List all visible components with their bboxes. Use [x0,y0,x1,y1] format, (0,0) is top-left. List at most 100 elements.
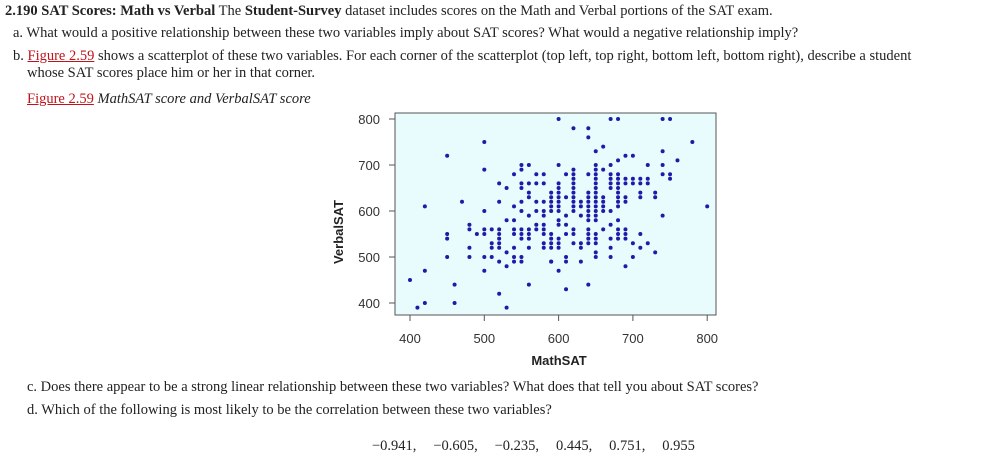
figure-caption: Figure 2.59 MathSAT score and VerbalSAT … [27,91,311,108]
data-point [564,195,569,200]
data-point [593,149,598,154]
data-point [564,287,569,292]
data-point [571,172,576,177]
plot-area [394,112,717,316]
data-point [616,181,621,186]
data-point [497,232,502,236]
data-point [489,241,494,246]
data-point [526,213,531,218]
intro-pre: The [218,3,242,19]
data-point [460,199,465,204]
data-point [497,181,502,186]
data-point [549,195,554,200]
data-point [660,149,665,154]
data-point [623,199,628,204]
data-point [638,195,643,200]
figure-link[interactable]: Figure 2.59 [27,48,95,64]
data-point [482,167,487,172]
question-a: a. What would a positive relationship be… [13,25,799,41]
data-point [668,117,673,121]
data-point [534,199,539,204]
intro-post: dataset includes scores on the Math and … [345,3,773,19]
data-point [586,135,591,140]
data-point [467,227,472,232]
choice: −0.941, [372,438,417,454]
data-point [541,222,546,227]
data-point [616,176,621,181]
data-point [616,158,621,163]
y-tick-label: 800 [358,112,380,127]
data-point [512,245,517,250]
data-point [534,181,539,186]
data-point [586,227,591,232]
data-point [571,190,576,195]
data-point [408,278,412,282]
data-point [593,176,598,181]
data-point [593,250,598,255]
question-b-continued: whose SAT scores place him or her in tha… [27,65,316,81]
data-point [564,232,569,236]
data-point [645,181,650,186]
data-point [601,144,606,149]
caption-figure-link[interactable]: Figure 2.59 [27,91,94,107]
data-point [549,232,554,236]
data-point [519,181,524,186]
data-point [660,117,665,121]
data-point [593,199,598,204]
data-point [601,195,606,200]
data-point [541,245,546,250]
data-point [660,163,665,167]
data-point [578,204,583,209]
data-point [556,186,561,190]
data-point [608,255,613,259]
data-point [526,232,531,236]
data-point [578,213,583,218]
data-point [571,176,576,181]
data-point [586,282,591,287]
data-point [608,236,613,241]
data-point [504,250,509,255]
data-point [445,255,450,259]
data-point [601,227,606,232]
data-point [512,218,517,223]
data-point [586,195,591,200]
data-point [616,204,621,209]
data-point [519,199,524,204]
y-tick-label: 600 [358,204,380,219]
data-point [541,232,546,236]
data-point [564,255,569,259]
data-point [593,218,598,223]
data-point [504,305,509,310]
data-point [526,236,531,241]
data-point [608,245,613,250]
data-point [623,232,628,236]
data-point [630,255,635,259]
data-point [422,204,427,209]
data-point [586,241,591,246]
data-point [541,181,546,186]
data-point [578,241,583,246]
data-point [526,181,531,186]
data-point [608,181,613,186]
data-point [571,232,576,236]
data-point [422,301,427,305]
data-point [549,204,554,209]
data-point [556,236,561,241]
data-point [616,190,621,195]
data-point [556,199,561,204]
data-point [668,172,673,177]
data-point [526,245,531,250]
data-point [549,190,554,195]
question-d: d. Which of the following is most likely… [27,402,552,418]
y-tick-label: 400 [358,296,380,311]
data-point [482,140,487,144]
data-point [549,245,554,250]
data-point [571,167,576,172]
data-point [571,181,576,186]
data-point [504,218,509,223]
data-point [445,236,450,241]
data-point [452,282,457,287]
data-point [556,241,561,246]
data-point [616,232,621,236]
